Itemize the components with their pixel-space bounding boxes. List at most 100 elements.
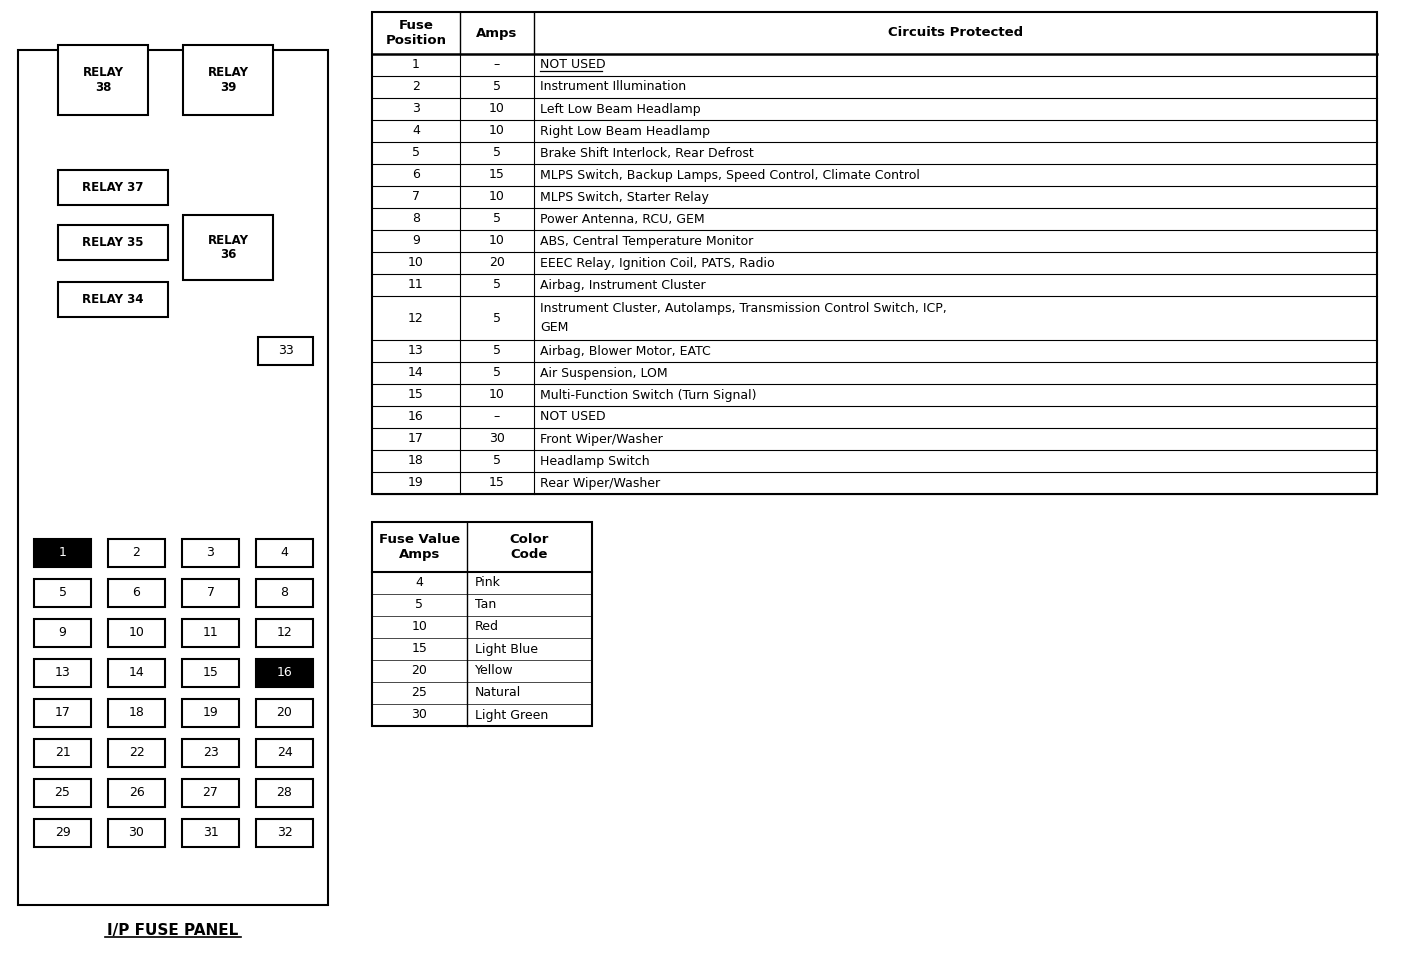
Text: Left Low Beam Headlamp: Left Low Beam Headlamp bbox=[541, 103, 701, 115]
Text: 10: 10 bbox=[411, 620, 428, 634]
FancyBboxPatch shape bbox=[372, 522, 591, 726]
Text: 17: 17 bbox=[55, 707, 70, 719]
FancyBboxPatch shape bbox=[372, 12, 1377, 494]
Text: 4: 4 bbox=[280, 546, 289, 560]
FancyBboxPatch shape bbox=[256, 659, 313, 687]
FancyBboxPatch shape bbox=[108, 659, 165, 687]
FancyBboxPatch shape bbox=[183, 215, 273, 280]
Text: 5: 5 bbox=[493, 147, 501, 159]
Text: Light Blue: Light Blue bbox=[474, 642, 538, 656]
Text: 33: 33 bbox=[277, 345, 293, 357]
FancyBboxPatch shape bbox=[58, 225, 168, 260]
Text: –: – bbox=[494, 59, 500, 71]
Text: 15: 15 bbox=[408, 389, 424, 401]
Text: 30: 30 bbox=[411, 708, 428, 722]
Text: 5: 5 bbox=[59, 587, 66, 599]
Text: 20: 20 bbox=[411, 664, 428, 678]
Text: 28: 28 bbox=[276, 786, 293, 800]
Text: 5: 5 bbox=[493, 212, 501, 226]
Text: 8: 8 bbox=[280, 587, 289, 599]
Text: Red: Red bbox=[474, 620, 498, 634]
Text: 7: 7 bbox=[413, 190, 420, 204]
FancyBboxPatch shape bbox=[108, 779, 165, 807]
FancyBboxPatch shape bbox=[182, 539, 239, 567]
Text: 20: 20 bbox=[276, 707, 293, 719]
Text: RELAY
36: RELAY 36 bbox=[207, 233, 248, 261]
Text: 24: 24 bbox=[276, 747, 293, 759]
FancyBboxPatch shape bbox=[18, 50, 328, 905]
Text: –: – bbox=[494, 411, 500, 423]
FancyBboxPatch shape bbox=[256, 699, 313, 727]
FancyBboxPatch shape bbox=[182, 739, 239, 767]
Text: 4: 4 bbox=[413, 125, 420, 137]
Text: 2: 2 bbox=[132, 546, 141, 560]
Text: 16: 16 bbox=[408, 411, 424, 423]
Text: Front Wiper/Washer: Front Wiper/Washer bbox=[541, 433, 663, 445]
Text: Circuits Protected: Circuits Protected bbox=[888, 27, 1024, 39]
FancyBboxPatch shape bbox=[256, 739, 313, 767]
Text: 2: 2 bbox=[413, 81, 420, 93]
Text: 27: 27 bbox=[203, 786, 218, 800]
Text: 5: 5 bbox=[493, 311, 501, 324]
FancyBboxPatch shape bbox=[182, 699, 239, 727]
FancyBboxPatch shape bbox=[58, 170, 168, 205]
Text: EEEC Relay, Ignition Coil, PATS, Radio: EEEC Relay, Ignition Coil, PATS, Radio bbox=[541, 256, 774, 270]
FancyBboxPatch shape bbox=[34, 819, 92, 847]
FancyBboxPatch shape bbox=[58, 45, 148, 115]
FancyBboxPatch shape bbox=[34, 539, 92, 567]
Text: RELAY
39: RELAY 39 bbox=[207, 66, 248, 94]
Text: 6: 6 bbox=[413, 169, 420, 181]
Text: 4: 4 bbox=[415, 577, 424, 589]
FancyBboxPatch shape bbox=[182, 779, 239, 807]
Text: 32: 32 bbox=[276, 827, 293, 839]
Text: RELAY 37: RELAY 37 bbox=[82, 181, 144, 194]
Text: 9: 9 bbox=[413, 234, 420, 248]
Text: 12: 12 bbox=[276, 627, 293, 639]
FancyBboxPatch shape bbox=[256, 579, 313, 607]
Text: 10: 10 bbox=[128, 627, 145, 639]
Text: NOT USED: NOT USED bbox=[541, 59, 605, 71]
FancyBboxPatch shape bbox=[182, 659, 239, 687]
Text: 22: 22 bbox=[128, 747, 145, 759]
Text: 25: 25 bbox=[411, 686, 428, 700]
Text: 14: 14 bbox=[128, 666, 145, 680]
Text: 5: 5 bbox=[493, 367, 501, 379]
Text: 10: 10 bbox=[408, 256, 424, 270]
Text: Color
Code: Color Code bbox=[510, 533, 549, 561]
Text: 12: 12 bbox=[408, 311, 424, 324]
Text: 18: 18 bbox=[128, 707, 145, 719]
Text: Multi-Function Switch (Turn Signal): Multi-Function Switch (Turn Signal) bbox=[541, 389, 756, 401]
FancyBboxPatch shape bbox=[58, 282, 168, 317]
Text: 7: 7 bbox=[207, 587, 214, 599]
Text: 16: 16 bbox=[276, 666, 293, 680]
Text: 19: 19 bbox=[408, 476, 424, 490]
Text: 5: 5 bbox=[493, 345, 501, 357]
Text: 5: 5 bbox=[415, 598, 424, 612]
Text: 10: 10 bbox=[489, 103, 505, 115]
Text: 31: 31 bbox=[203, 827, 218, 839]
Text: Tan: Tan bbox=[474, 598, 496, 612]
Text: 18: 18 bbox=[408, 454, 424, 468]
Text: MLPS Switch, Starter Relay: MLPS Switch, Starter Relay bbox=[541, 190, 708, 204]
Text: 25: 25 bbox=[55, 786, 70, 800]
Text: Yellow: Yellow bbox=[474, 664, 514, 678]
Text: Right Low Beam Headlamp: Right Low Beam Headlamp bbox=[541, 125, 710, 137]
Text: 5: 5 bbox=[493, 454, 501, 468]
Text: Light Green: Light Green bbox=[474, 708, 548, 722]
Text: 29: 29 bbox=[55, 827, 70, 839]
Text: 1: 1 bbox=[59, 546, 66, 560]
Text: Pink: Pink bbox=[474, 577, 501, 589]
Text: Power Antenna, RCU, GEM: Power Antenna, RCU, GEM bbox=[541, 212, 704, 226]
FancyBboxPatch shape bbox=[258, 337, 313, 365]
FancyBboxPatch shape bbox=[183, 45, 273, 115]
Text: 19: 19 bbox=[203, 707, 218, 719]
FancyBboxPatch shape bbox=[34, 699, 92, 727]
Text: Instrument Cluster, Autolamps, Transmission Control Switch, ICP,: Instrument Cluster, Autolamps, Transmiss… bbox=[541, 301, 946, 315]
Text: 14: 14 bbox=[408, 367, 424, 379]
Text: 10: 10 bbox=[489, 389, 505, 401]
FancyBboxPatch shape bbox=[34, 579, 92, 607]
Text: 10: 10 bbox=[489, 190, 505, 204]
Text: 5: 5 bbox=[493, 278, 501, 292]
FancyBboxPatch shape bbox=[34, 619, 92, 647]
FancyBboxPatch shape bbox=[108, 539, 165, 567]
